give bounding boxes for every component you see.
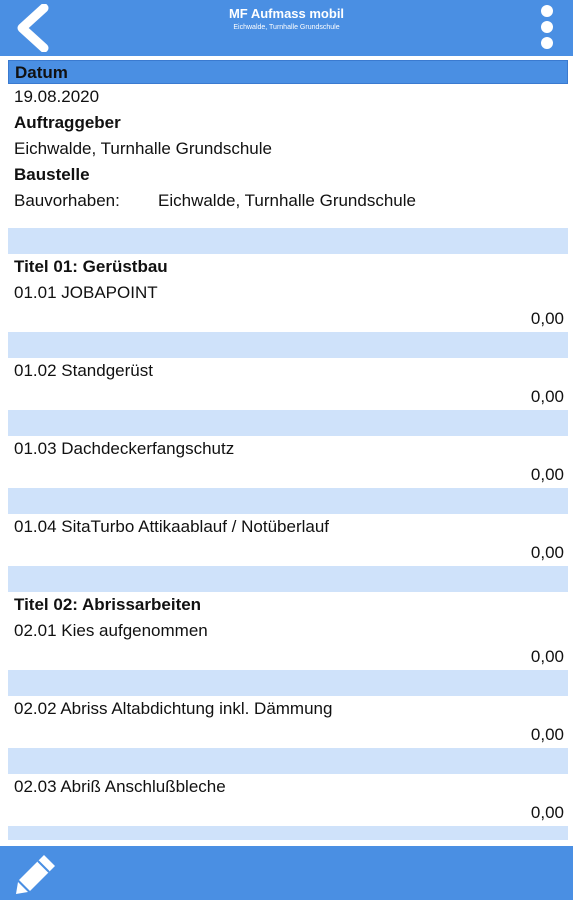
separator [8,566,568,592]
list-item-value: 0,00 [530,803,564,822]
list-item-value: 0,00 [530,543,564,562]
list-item-label[interactable]: 01.04 SitaTurbo Attikaablauf / Notüberla… [14,517,330,536]
list-item-label[interactable]: 01.03 Dachdeckerfangschutz [14,439,235,458]
separator [8,410,568,436]
gap [8,214,568,228]
app-title: MF Aufmass mobil [228,6,345,21]
section-title-02: Titel 02: Abrissarbeiten [14,595,202,614]
list-item-value: 0,00 [530,309,564,328]
list-item-value: 0,00 [530,725,564,744]
section-title-01: Titel 01: Gerüstbau [14,257,168,276]
app-subtitle: Eichwalde, Turnhalle Grundschule [233,24,340,31]
auftraggeber-value: Eichwalde, Turnhalle Grundschule [14,139,272,158]
datum-value: 19.08.2020 [14,87,100,106]
separator [8,332,568,358]
separator [8,228,568,254]
list-item-label[interactable]: 02.01 Kies aufgenommen [14,621,208,640]
auftraggeber-label: Auftraggeber [14,113,121,132]
top-app-bar: MF Aufmass mobil Eichwalde, Turnhalle Gr… [0,0,573,56]
list-item-label[interactable]: 01.01 JOBAPOINT [14,283,158,302]
bauvorhaben-value: Eichwalde, Turnhalle Grundschule [158,191,416,210]
list-item-value: 0,00 [530,465,564,484]
back-arrow-icon [17,3,49,53]
edit-button[interactable] [14,852,60,896]
datum-header: Datum [8,60,568,84]
list-item-label[interactable]: 02.02 Abriss Altabdichtung inkl. Dämmung [14,699,333,718]
pencil-icon [16,855,55,894]
report-content[interactable]: Datum 19.08.2020 Auftraggeber Eichwalde,… [8,60,568,840]
baustelle-label: Baustelle [14,165,90,184]
overflow-menu-button[interactable] [535,2,559,52]
back-button[interactable] [10,3,54,53]
bauvorhaben-row: Bauvorhaben: Eichwalde, Turnhalle Grundsc… [8,188,568,214]
list-item-label[interactable]: 01.02 Standgerüst [14,361,153,380]
bottom-toolbar [0,846,573,900]
bauvorhaben-key: Bauvorhaben: [14,191,120,210]
separator [8,670,568,696]
more-vertical-icon [541,5,553,49]
list-item-value: 0,00 [530,387,564,406]
separator [8,826,568,840]
list-item-label[interactable]: 02.03 Abriß Anschlußbleche [14,777,226,796]
list-item-value: 0,00 [530,647,564,666]
separator [8,748,568,774]
separator [8,488,568,514]
